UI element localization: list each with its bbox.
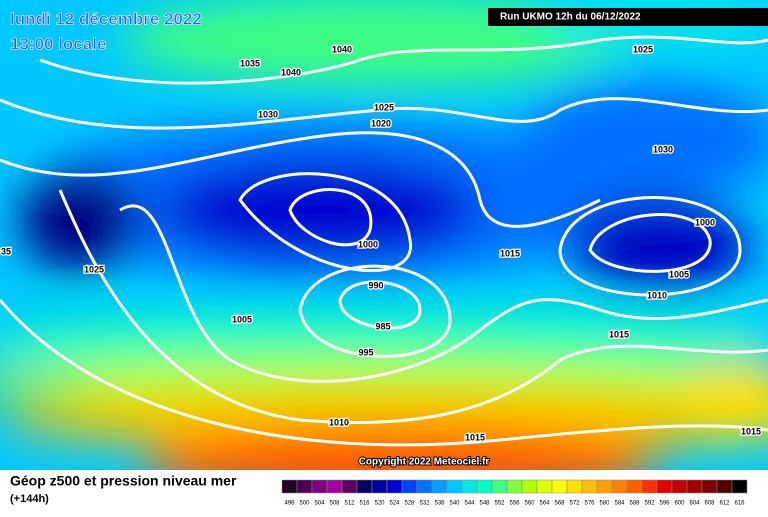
scale-swatch xyxy=(551,479,568,494)
scale-swatch xyxy=(611,479,628,494)
scale-swatch xyxy=(341,479,358,494)
scale-label: 532 xyxy=(419,501,430,507)
isobar-label: 1040 xyxy=(332,44,352,54)
scale-label: 504 xyxy=(314,501,325,507)
isobar-label: 1015 xyxy=(741,426,761,436)
scale-label: 588 xyxy=(629,501,640,507)
isobar-label: 1010 xyxy=(647,290,667,300)
scale-swatch xyxy=(656,479,673,494)
scale-label: 496 xyxy=(284,501,295,507)
scale-swatch xyxy=(491,479,508,494)
isobar-label: 1015 xyxy=(465,432,485,442)
isobar-label: 1000 xyxy=(695,217,715,227)
scale-swatch xyxy=(296,479,313,494)
scale-swatch xyxy=(476,479,493,494)
scale-swatch xyxy=(686,479,703,494)
run-box xyxy=(488,8,768,26)
scale-swatch xyxy=(671,479,688,494)
scale-swatch xyxy=(446,479,463,494)
scale-label: 580 xyxy=(599,501,610,507)
scale-label: 508 xyxy=(329,501,340,507)
scale-label: 596 xyxy=(659,501,670,507)
scale-swatch xyxy=(401,479,418,494)
scale-label: 544 xyxy=(464,501,475,507)
scale-swatch xyxy=(536,479,553,494)
scale-label: 568 xyxy=(554,501,565,507)
field xyxy=(0,0,768,470)
scale-label: 500 xyxy=(299,501,310,507)
scale-label: 524 xyxy=(389,501,400,507)
isobar-label: 1020 xyxy=(371,118,391,128)
scale-label: 560 xyxy=(524,501,535,507)
scale-swatch xyxy=(521,479,538,494)
isobar-label: 1030 xyxy=(653,144,673,154)
scale-swatch xyxy=(356,479,373,494)
scale-label: 584 xyxy=(614,501,625,507)
scale-label: 556 xyxy=(509,501,520,507)
scale-label: 552 xyxy=(494,501,505,507)
isobar-label: 1005 xyxy=(232,314,252,324)
scale-label: 512 xyxy=(344,501,355,507)
scale-label: 600 xyxy=(674,501,685,507)
scale-swatch xyxy=(716,479,733,494)
scale-swatch xyxy=(566,479,583,494)
time: 13:00 locale xyxy=(10,34,106,53)
scale-label: 564 xyxy=(539,501,550,507)
isobar-label: 35 xyxy=(1,246,11,256)
scale-label: 536 xyxy=(434,501,445,507)
scale-label: 548 xyxy=(479,501,490,507)
scale-label: 528 xyxy=(404,501,415,507)
footer-lead: (+144h) xyxy=(10,493,49,505)
scale-swatch xyxy=(731,479,748,494)
scale-swatch xyxy=(371,479,388,494)
scale-label: 592 xyxy=(644,501,655,507)
footer-title: Géop z500 et pression niveau mer xyxy=(10,473,237,489)
scale-label: 516 xyxy=(359,501,370,507)
isobar-label: 1015 xyxy=(609,329,629,339)
isobar-label: 1005 xyxy=(669,269,689,279)
scale-label: 612 xyxy=(719,501,730,507)
isobar-label: 1025 xyxy=(84,264,104,274)
scale-swatch xyxy=(281,479,298,494)
isobar-label: 985 xyxy=(375,321,390,331)
isobar-label: 1000 xyxy=(358,239,378,249)
scale-label: 604 xyxy=(689,501,700,507)
isobar-label: 1025 xyxy=(633,44,653,54)
scale-swatch xyxy=(386,479,403,494)
scale-swatch xyxy=(641,479,658,494)
scale-label: 520 xyxy=(374,501,385,507)
isobar-label: 1015 xyxy=(500,248,520,258)
isobar-label: 1040 xyxy=(281,67,301,77)
isobar-label: 1035 xyxy=(240,58,260,68)
isobar-label: 1030 xyxy=(258,109,278,119)
scale-swatch xyxy=(581,479,598,494)
scale-label: 572 xyxy=(569,501,580,507)
isobar-label: 1010 xyxy=(329,417,349,427)
scale-swatch xyxy=(701,479,718,494)
scale-label: 540 xyxy=(449,501,460,507)
scale-swatch xyxy=(431,479,448,494)
scale-swatch xyxy=(326,479,343,494)
scale-swatch xyxy=(461,479,478,494)
scale-swatch xyxy=(311,479,328,494)
isobars xyxy=(0,35,768,447)
scale-swatch xyxy=(416,479,433,494)
scale-label: 616 xyxy=(734,501,745,507)
isobar-label: 990 xyxy=(368,280,383,290)
scale-swatch xyxy=(506,479,523,494)
run: Run UKMO 12h du 06/12/2022 xyxy=(500,12,641,23)
scale-label: 576 xyxy=(584,501,595,507)
isobar-label: 995 xyxy=(358,347,373,357)
scale-swatch xyxy=(626,479,643,494)
copyright: Copyright 2022 Meteociel.fr xyxy=(359,457,490,468)
isobar-label: 1025 xyxy=(374,102,394,112)
scale-label: 608 xyxy=(704,501,715,507)
scale-swatch xyxy=(596,479,613,494)
date: lundi 12 décembre 2022 xyxy=(10,9,202,28)
